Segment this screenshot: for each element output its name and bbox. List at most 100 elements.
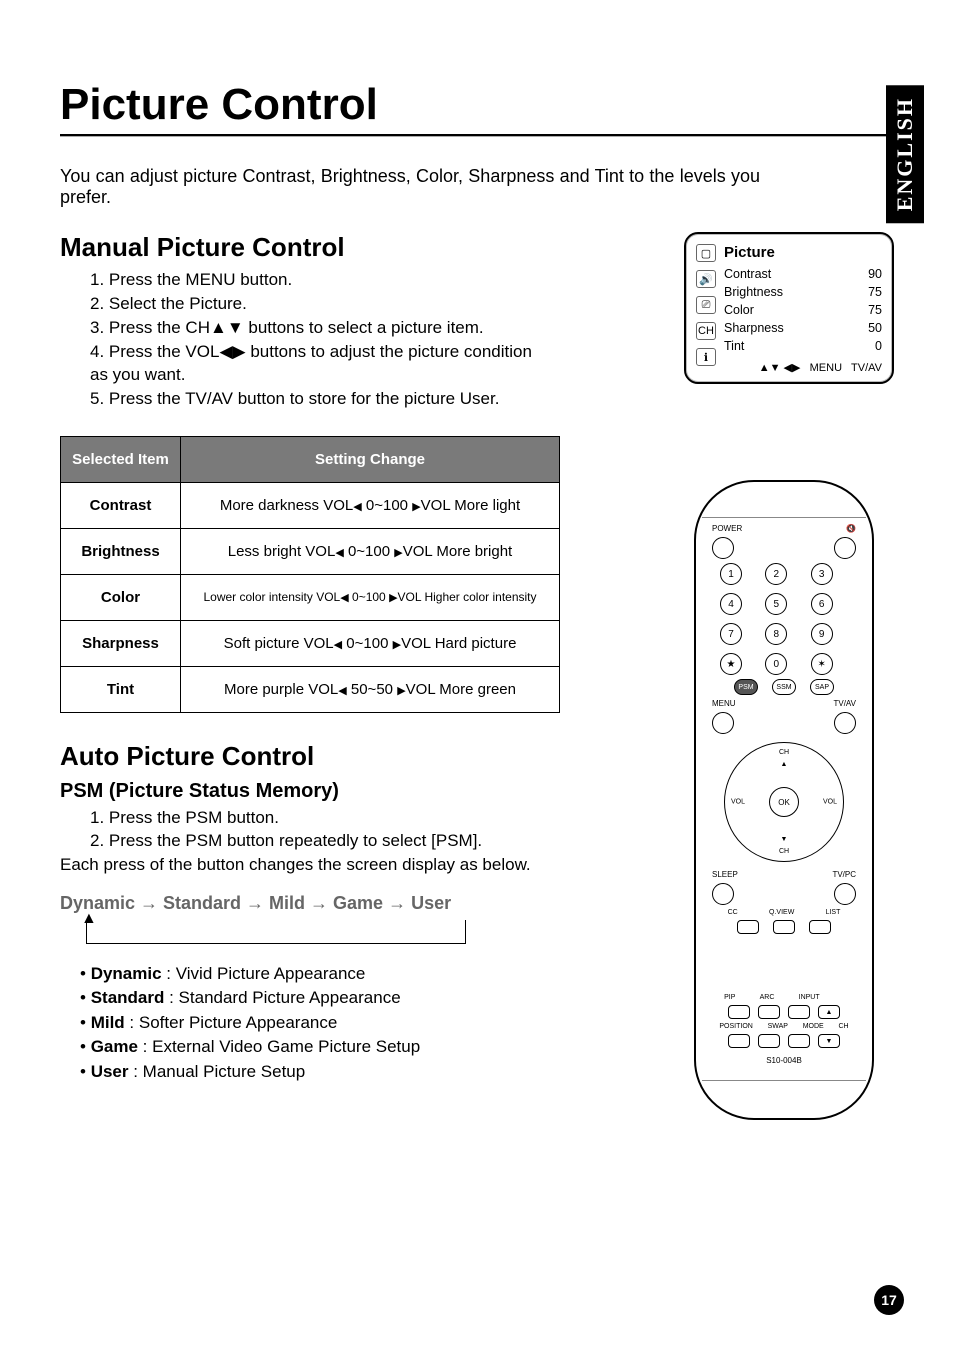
osd-item: Brightness 75 <box>724 283 882 301</box>
table-header: Selected Item <box>61 436 181 482</box>
tvpc-label: TV/PC <box>832 870 856 879</box>
mode-item: • Game : External Video Game Picture Set… <box>80 1035 560 1060</box>
tvav-button[interactable] <box>834 712 856 734</box>
swap-label: SWAP <box>768 1023 788 1030</box>
psm-text: Each press of the button changes the scr… <box>60 855 560 875</box>
table-cell-change: More darkness VOL◀ 0~100 ▶VOL More light <box>181 482 560 528</box>
psm-button[interactable]: PSM <box>734 679 758 695</box>
osd-feature-icon: ⎚ <box>696 296 716 314</box>
num-button[interactable]: ✶ <box>811 653 833 675</box>
num-button[interactable]: 4 <box>720 593 742 615</box>
qview-button[interactable] <box>773 920 795 934</box>
model-number: S10-004B <box>706 1056 862 1065</box>
num-button[interactable]: 5 <box>765 593 787 615</box>
osd-item-value: 0 <box>875 339 882 353</box>
qview-label: Q.VIEW <box>769 909 794 916</box>
pip-label: PIP <box>724 994 735 1001</box>
tvpc-button[interactable] <box>834 883 856 905</box>
ch-up-button[interactable]: ▲ <box>818 1005 840 1019</box>
manual-heading: Manual Picture Control <box>60 232 664 263</box>
table-row: Contrast More darkness VOL◀ 0~100 ▶VOL M… <box>61 482 560 528</box>
swap-button[interactable] <box>758 1034 780 1048</box>
step: 1. Press the MENU button. <box>90 269 550 292</box>
cc-label: CC <box>728 909 738 916</box>
vol-left-label[interactable]: VOL <box>731 799 745 806</box>
num-button[interactable]: 8 <box>765 623 787 645</box>
psm-cycle: Dynamic → Standard → Mild → Game → User <box>60 893 560 914</box>
num-button[interactable]: 6 <box>811 593 833 615</box>
num-button[interactable]: 3 <box>811 563 833 585</box>
table-cell-item: Contrast <box>61 482 181 528</box>
intro-text: You can adjust picture Contrast, Brightn… <box>60 166 760 208</box>
osd-item: Color 75 <box>724 301 882 319</box>
list-label: LIST <box>826 909 841 916</box>
input-button[interactable] <box>788 1005 810 1019</box>
osd-item-value: 75 <box>868 303 882 317</box>
table-cell-change: Soft picture VOL◀ 0~100 ▶VOL Hard pictur… <box>181 620 560 666</box>
num-button[interactable]: ★ <box>720 653 742 675</box>
osd-footer-arrows: ▲▼ ◀▶ <box>759 362 801 374</box>
psm-subheading: PSM (Picture Status Memory) <box>60 780 560 803</box>
step: 3. Press the CH▲▼ buttons to select a pi… <box>90 317 550 340</box>
osd-item: Tint0 <box>724 337 882 355</box>
sleep-button[interactable] <box>712 883 734 905</box>
osd-picture-icon: ▢ <box>696 244 716 262</box>
down-arrow-icon[interactable]: ▼ <box>781 836 788 843</box>
cycle-arrow-line: ▲ <box>86 920 466 944</box>
ch-down-label: CH <box>779 848 789 855</box>
mute-icon: 🔇 <box>846 524 856 533</box>
ssm-button[interactable]: SSM <box>772 679 796 695</box>
up-arrow-icon[interactable]: ▲ <box>781 761 788 768</box>
step: 2. Select the Picture. <box>90 293 550 316</box>
sleep-label: SLEEP <box>712 870 738 879</box>
table-row: Color Lower color intensity VOL◀ 0~100 ▶… <box>61 574 560 620</box>
num-button[interactable]: 9 <box>811 623 833 645</box>
list-button[interactable] <box>809 920 831 934</box>
position-button[interactable] <box>728 1034 750 1048</box>
page-number: 17 <box>874 1285 904 1315</box>
osd-item: Contrast90 <box>724 265 882 283</box>
step: 4. Press the VOL◀▶ buttons to adjust the… <box>90 341 550 387</box>
table-cell-item: Brightness <box>61 528 181 574</box>
auto-heading: Auto Picture Control <box>60 741 560 772</box>
osd-item-label: Color <box>724 303 754 317</box>
menu-button[interactable] <box>712 712 734 734</box>
mode-item: • User : Manual Picture Setup <box>80 1060 560 1085</box>
table-row: Tint More purple VOL◀ 50~50 ▶VOL More gr… <box>61 666 560 712</box>
osd-footer-tvav: TV/AV <box>851 362 882 374</box>
osd-item-value: 75 <box>868 285 882 299</box>
num-button[interactable]: 7 <box>720 623 742 645</box>
sap-button[interactable]: SAP <box>810 679 834 695</box>
arc-label: ARC <box>760 994 775 1001</box>
language-tab: ENGLISH <box>886 85 924 223</box>
arc-button[interactable] <box>758 1005 780 1019</box>
menu-label: MENU <box>712 699 736 708</box>
osd-info-icon: ℹ <box>696 348 716 366</box>
power-label: POWER <box>712 524 742 533</box>
ch-up-label: CH <box>779 749 789 756</box>
osd-footer: ▲▼ ◀▶ MENU TV/AV <box>724 361 882 374</box>
table-cell-change: Lower color intensity VOL◀ 0~100 ▶VOL Hi… <box>181 574 560 620</box>
pip-button[interactable] <box>728 1005 750 1019</box>
remote-top-arc <box>702 492 866 518</box>
ok-button[interactable]: OK <box>769 787 799 817</box>
cc-button[interactable] <box>737 920 759 934</box>
step: 2. Press the PSM button repeatedly to se… <box>90 830 560 853</box>
input-label: INPUT <box>799 994 820 1001</box>
osd-sound-icon: 🔊 <box>696 270 716 288</box>
power-button[interactable] <box>712 537 734 559</box>
mode-button[interactable] <box>788 1034 810 1048</box>
table-row: Sharpness Soft picture VOL◀ 0~100 ▶VOL H… <box>61 620 560 666</box>
num-button[interactable]: 2 <box>765 563 787 585</box>
manual-steps: 1. Press the MENU button. 2. Select the … <box>90 269 550 411</box>
mute-button[interactable] <box>834 537 856 559</box>
num-button[interactable]: 0 <box>765 653 787 675</box>
vol-right-label[interactable]: VOL <box>823 799 837 806</box>
cycle-up-arrow-icon: ▲ <box>81 910 97 928</box>
osd-item-label: Brightness <box>724 285 783 299</box>
osd-item-label: Contrast <box>724 267 771 281</box>
num-button[interactable]: 1 <box>720 563 742 585</box>
page-title: Picture Control <box>60 80 894 136</box>
ch-label: CH <box>838 1023 848 1030</box>
ch-down-button[interactable]: ▼ <box>818 1034 840 1048</box>
